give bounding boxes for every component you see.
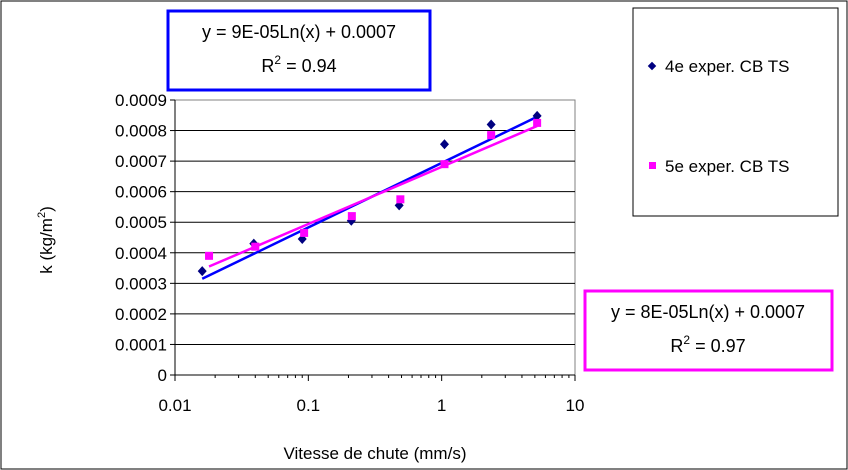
data-point-series-2: [205, 251, 214, 260]
y-tick-label: 0.0007: [115, 152, 167, 171]
y-tick-labels: 0 0.0001 0.0002 0.0003 0.0004 0.0005 0.0006 0.0…: [115, 91, 167, 385]
data-point-series-2: [396, 195, 405, 204]
y-axis-title: k (kg/m2): [36, 206, 56, 274]
data-points: [197, 110, 542, 277]
trendline-equation-1: y = 9E-05Ln(x) + 0.0007: [202, 22, 396, 42]
y-tick-label: 0.0002: [115, 305, 167, 324]
x-tick-label: 1: [437, 396, 446, 415]
y-tick-label: 0.0009: [115, 91, 167, 110]
y-tick-label: 0.0008: [115, 122, 167, 141]
legend-label-2: 5e exper. CB TS: [665, 157, 789, 176]
data-point-series-1: [486, 119, 496, 130]
trendline-series-2: [208, 124, 538, 268]
legend-marker-2: [649, 162, 656, 169]
trendline-equation-box-1: y = 9E-05Ln(x) + 0.0007 R2 = 0.94: [166, 9, 432, 92]
y-tick-label: 0.0001: [115, 335, 167, 354]
x-axis-title: Vitesse de chute (mm/s): [284, 444, 467, 463]
trendline-equation-2: y = 8E-05Ln(x) + 0.0007: [611, 302, 805, 322]
y-tick-label: 0.0005: [115, 213, 167, 232]
data-point-series-1: [439, 139, 449, 150]
y-tick-label: 0.0006: [115, 183, 167, 202]
trendline-equation-box-2: y = 8E-05Ln(x) + 0.0007 R2 = 0.97: [583, 289, 834, 372]
r-squared-1: R2 = 0.94: [261, 53, 336, 76]
plot-area: [174, 99, 576, 376]
data-point-series-1: [532, 110, 542, 121]
data-point-series-2: [440, 160, 449, 169]
y-tick-label: 0: [158, 366, 167, 385]
r-squared-2: R2 = 0.97: [670, 333, 745, 356]
data-point-series-2: [251, 242, 260, 251]
x-tick-label: 10: [566, 396, 585, 415]
trendlines: [201, 115, 538, 280]
data-point-series-2: [533, 118, 542, 127]
data-point-series-2: [300, 228, 309, 237]
data-point-series-1: [197, 266, 207, 277]
x-tick-labels: 0.01 0.1 1 10: [158, 396, 584, 415]
legend-label-1: 4e exper. CB TS: [665, 57, 789, 76]
y-tick-label: 0.0004: [115, 244, 167, 263]
x-tick-label: 0.1: [297, 396, 321, 415]
y-tick-label: 0.0003: [115, 274, 167, 293]
x-tick-label: 0.01: [158, 396, 191, 415]
data-point-series-2: [347, 212, 356, 221]
data-point-series-2: [487, 131, 496, 140]
legend: 4e exper. CB TS 5e exper. CB TS: [632, 7, 839, 217]
